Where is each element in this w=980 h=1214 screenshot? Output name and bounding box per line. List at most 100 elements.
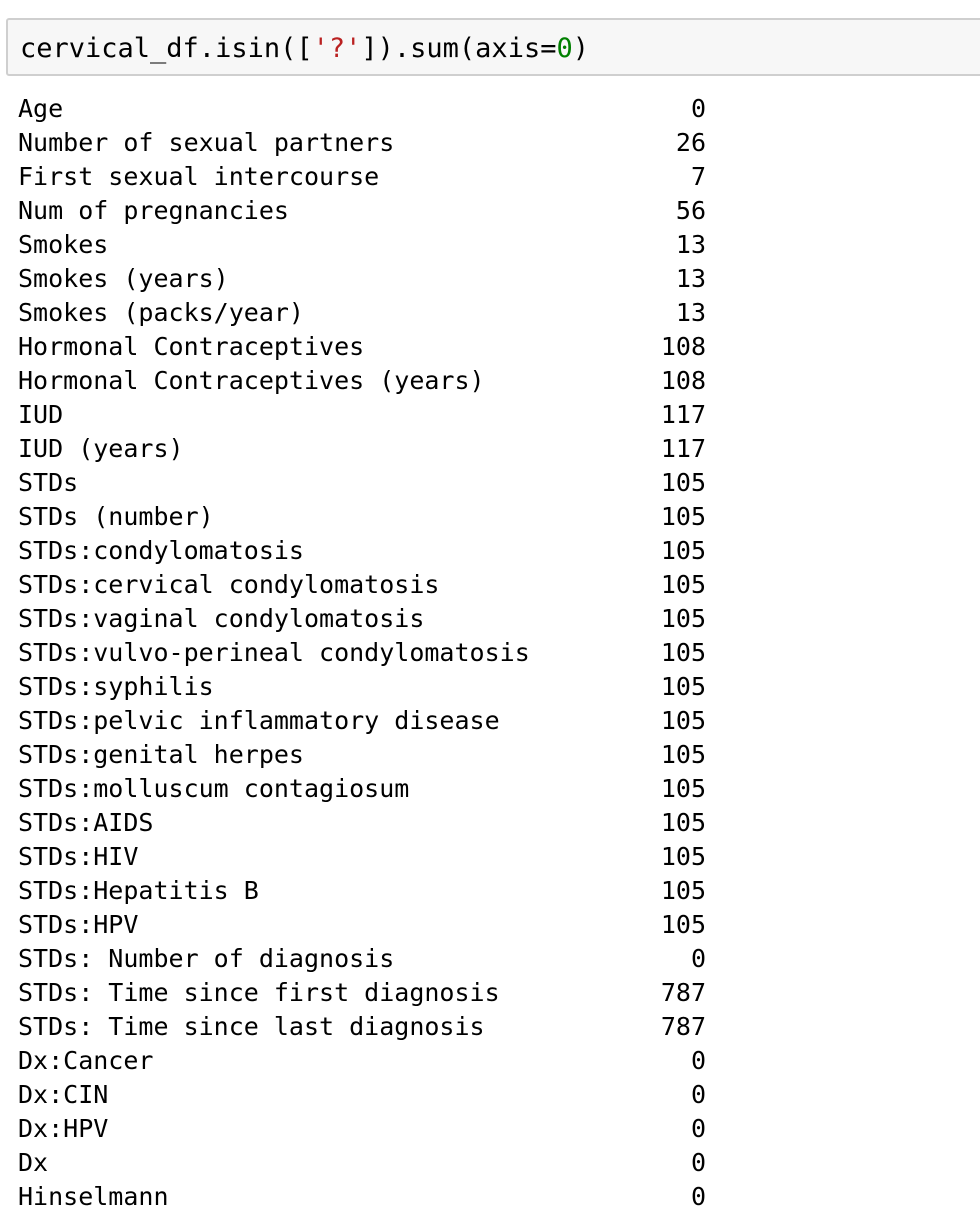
output-row-label: STDs:cervical condylomatosis — [18, 570, 440, 599]
output-row-label: Hormonal Contraceptives (years) — [18, 366, 485, 395]
output-row-value: 105 — [660, 638, 706, 667]
output-row-value: 0 — [690, 1114, 706, 1143]
output-row-label: STDs:HIV — [18, 842, 139, 871]
output-row-value: 787 — [660, 1012, 706, 1041]
output-row-label: STDs:condylomatosis — [18, 536, 304, 565]
output-row-label: Smokes (years) — [18, 264, 229, 293]
output-row: STDs:syphilis 105 — [18, 670, 718, 704]
output-row-value: 0 — [690, 1080, 706, 1109]
output-row-label: STDs: Time since last diagnosis — [18, 1012, 485, 1041]
output-row-value: 117 — [660, 400, 706, 429]
output-row: STDs: Time since first diagnosis 787 — [18, 976, 718, 1010]
output-row-value: 0 — [690, 1148, 706, 1177]
output-row: IUD 117 — [18, 398, 718, 432]
output-row-value: 105 — [660, 706, 706, 735]
output-row-label: Dx — [18, 1148, 49, 1177]
output-row-label: STDs:pelvic inflammatory disease — [18, 706, 500, 735]
output-row-value: 105 — [660, 502, 706, 531]
output-row: STDs 105 — [18, 466, 718, 500]
output-row-label: STDs (number) — [18, 502, 214, 531]
output-row-label: STDs:HPV — [18, 910, 139, 939]
output-row: Smokes 13 — [18, 228, 718, 262]
output-row: STDs:condylomatosis 105 — [18, 534, 718, 568]
output-row-value: 105 — [660, 604, 706, 633]
output-row: STDs:vaginal condylomatosis 105 — [18, 602, 718, 636]
output-row-value: 105 — [660, 468, 706, 497]
output-row: Dx:CIN 0 — [18, 1078, 718, 1112]
output-row-label: Smokes (packs/year) — [18, 298, 304, 327]
code-prefix: cervical_df.isin([ — [20, 33, 313, 64]
output-row-label: Dx:HPV — [18, 1114, 109, 1143]
output-row: STDs:AIDS 105 — [18, 806, 718, 840]
output-row-value: 56 — [675, 196, 706, 225]
output-row: STDs: Time since last diagnosis 787 — [18, 1010, 718, 1044]
output-row-value: 105 — [660, 672, 706, 701]
code-middle: ]).sum(axis= — [361, 33, 557, 64]
output-row: STDs:HIV 105 — [18, 840, 718, 874]
output-row-label: Dx:Cancer — [18, 1046, 154, 1075]
output-row: Number of sexual partners 26 — [18, 126, 718, 160]
output-row-value: 0 — [690, 1182, 706, 1211]
code-suffix: ) — [572, 33, 589, 64]
output-row-value: 105 — [660, 774, 706, 803]
output-row: STDs:Hepatitis B 105 — [18, 874, 718, 908]
output-row: STDs:pelvic inflammatory disease 105 — [18, 704, 718, 738]
output-row-label: Smokes — [18, 230, 109, 259]
output-row-value: 105 — [660, 740, 706, 769]
output-row-label: STDs:AIDS — [18, 808, 154, 837]
output-row: STDs (number) 105 — [18, 500, 718, 534]
output-row-label: Num of pregnancies — [18, 196, 289, 225]
output-row: Dx 0 — [18, 1146, 718, 1180]
output-row-value: 13 — [675, 264, 706, 293]
output-row: First sexual intercourse 7 — [18, 160, 718, 194]
output-row: STDs:cervical condylomatosis 105 — [18, 568, 718, 602]
output-row-label: Age — [18, 94, 64, 123]
output-row-label: Hormonal Contraceptives — [18, 332, 365, 361]
output-row: Hinselmann 0 — [18, 1180, 718, 1214]
output-row: Hormonal Contraceptives 108 — [18, 330, 718, 364]
output-row-value: 105 — [660, 536, 706, 565]
output-row-value: 7 — [690, 162, 706, 191]
output-row-value: 0 — [690, 1046, 706, 1075]
output-row: STDs: Number of diagnosis 0 — [18, 942, 718, 976]
code-line[interactable]: cervical_df.isin(['?']).sum(axis=0) — [20, 34, 589, 64]
output-row-value: 105 — [660, 910, 706, 939]
output-row-value: 105 — [660, 876, 706, 905]
output-row-value: 13 — [675, 298, 706, 327]
output-row-value: 0 — [690, 944, 706, 973]
output-row-value: 108 — [660, 332, 706, 361]
code-input-cell[interactable]: cervical_df.isin(['?']).sum(axis=0) — [6, 18, 980, 76]
output-row: STDs:genital herpes 105 — [18, 738, 718, 772]
output-row: Smokes (packs/year) 13 — [18, 296, 718, 330]
output-row-value: 108 — [660, 366, 706, 395]
output-row-value: 787 — [660, 978, 706, 1007]
output-row: Num of pregnancies 56 — [18, 194, 718, 228]
output-row: STDs:vulvo-perineal condylomatosis 105 — [18, 636, 718, 670]
output-row-label: STDs:Hepatitis B — [18, 876, 259, 905]
output-row: Dx:Cancer 0 — [18, 1044, 718, 1078]
output-row-label: STDs:genital herpes — [18, 740, 304, 769]
output-row: STDs:molluscum contagiosum 105 — [18, 772, 718, 806]
output-row-label: STDs:vulvo-perineal condylomatosis — [18, 638, 530, 667]
output-row: IUD (years) 117 — [18, 432, 718, 466]
output-row-value: 105 — [660, 570, 706, 599]
output-row-label: STDs:vaginal condylomatosis — [18, 604, 425, 633]
output-row: Smokes (years) 13 — [18, 262, 718, 296]
output-row-value: 13 — [675, 230, 706, 259]
output-row: STDs:HPV 105 — [18, 908, 718, 942]
output-row-label: STDs:syphilis — [18, 672, 214, 701]
output-row-value: 117 — [660, 434, 706, 463]
output-row-label: Dx:CIN — [18, 1080, 109, 1109]
cell-output: Age 0 Number of sexual partners 26 First sex… — [18, 92, 718, 1214]
output-row-value: 105 — [660, 842, 706, 871]
output-row-label: Number of sexual partners — [18, 128, 395, 157]
output-row-value: 0 — [690, 94, 706, 123]
output-row-label: STDs: Number of diagnosis — [18, 944, 395, 973]
output-row-label: STDs: Time since first diagnosis — [18, 978, 500, 1007]
output-row-label: IUD (years) — [18, 434, 184, 463]
code-string-literal: '?' — [312, 33, 362, 64]
output-row-label: IUD — [18, 400, 64, 429]
output-row-value: 26 — [675, 128, 706, 157]
output-row: Age 0 — [18, 92, 718, 126]
output-row-value: 105 — [660, 808, 706, 837]
